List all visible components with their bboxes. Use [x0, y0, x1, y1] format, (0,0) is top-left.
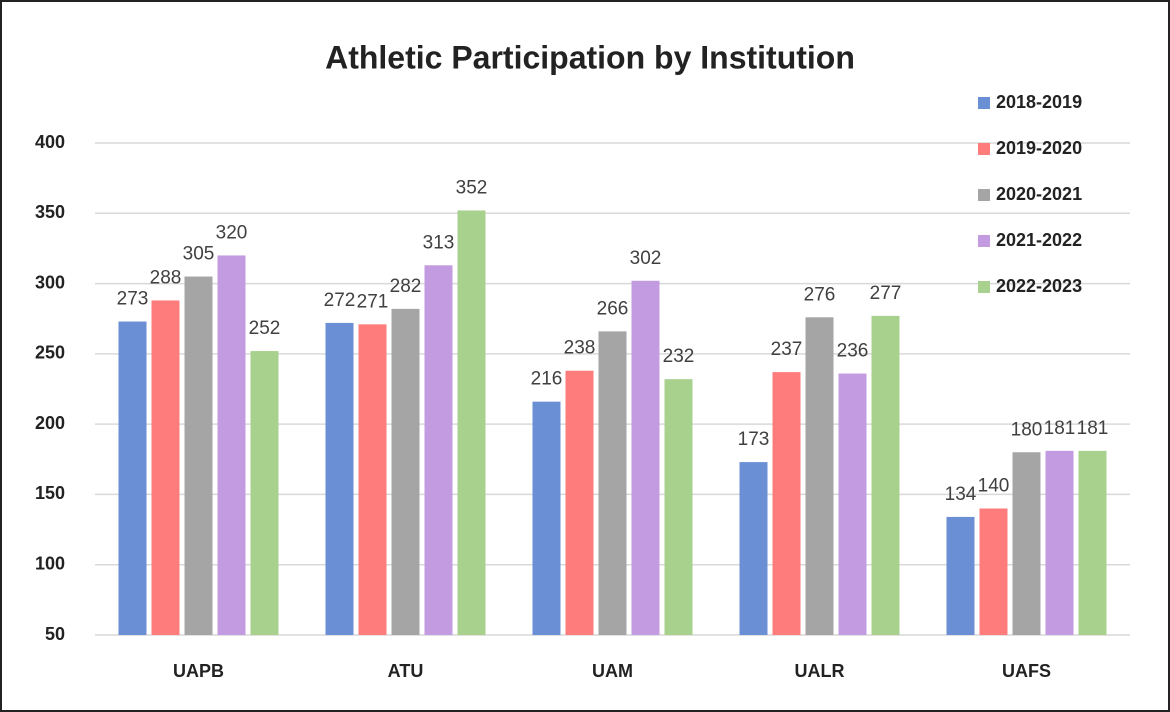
data-label: 277: [870, 283, 902, 304]
x-tick-label: UAPB: [173, 661, 224, 681]
data-label: 238: [564, 338, 596, 359]
legend-swatch: [978, 97, 990, 109]
x-tick-label: UAM: [592, 661, 633, 681]
legend-swatch: [978, 189, 990, 201]
bar: [631, 280, 660, 635]
bar: [217, 255, 246, 635]
legend-swatch: [978, 235, 990, 247]
bar: [358, 324, 387, 635]
y-tick-label: 400: [35, 132, 65, 152]
y-tick-label: 350: [35, 202, 65, 222]
bar: [1012, 452, 1041, 635]
data-label: 273: [117, 289, 149, 310]
bar: [1045, 450, 1074, 635]
y-tick-label: 200: [35, 413, 65, 433]
legend-label: 2022-2023: [996, 276, 1082, 296]
legend-label: 2019-2020: [996, 138, 1082, 158]
data-label: 252: [249, 318, 281, 339]
bar: [871, 315, 900, 635]
legend-label: 2021-2022: [996, 230, 1082, 250]
legend-swatch: [978, 143, 990, 155]
data-label: 288: [150, 267, 182, 288]
data-label: 352: [456, 177, 488, 198]
bar: [739, 462, 768, 635]
bar: [565, 370, 594, 635]
x-tick-label: UAFS: [1002, 661, 1051, 681]
bar: [598, 331, 627, 635]
data-label: 180: [1011, 419, 1043, 440]
bar: [979, 508, 1008, 635]
x-tick-label: UALR: [795, 661, 845, 681]
y-tick-label: 150: [35, 483, 65, 503]
legend-label: 2018-2019: [996, 92, 1082, 112]
data-label: 232: [663, 346, 695, 367]
bar: [457, 210, 486, 635]
data-label: 236: [837, 341, 869, 362]
data-label: 276: [804, 284, 836, 305]
y-tick-label: 250: [35, 343, 65, 363]
bar: [946, 516, 975, 635]
data-label: 302: [630, 248, 662, 269]
y-tick-label: 50: [45, 624, 65, 644]
y-tick-label: 300: [35, 272, 65, 292]
data-label: 181: [1044, 418, 1076, 439]
bar: [805, 317, 834, 635]
data-label: 237: [771, 339, 803, 360]
bar: [772, 372, 801, 635]
legend-label: 2020-2021: [996, 184, 1082, 204]
data-label: 134: [945, 484, 977, 505]
chart-title: Athletic Participation by Institution: [325, 39, 855, 75]
bar: [1078, 450, 1107, 635]
data-label: 216: [531, 369, 563, 390]
bar: [118, 321, 147, 635]
bar: [184, 276, 213, 635]
data-label: 140: [978, 476, 1010, 497]
data-label: 313: [423, 232, 455, 253]
data-label: 181: [1077, 418, 1109, 439]
data-label: 305: [183, 244, 215, 265]
bar: [325, 322, 354, 635]
bar: [151, 300, 180, 635]
data-label: 272: [324, 290, 356, 311]
y-tick-label: 100: [35, 553, 65, 573]
bar: [391, 308, 420, 635]
data-label: 271: [357, 291, 389, 312]
data-label: 282: [390, 276, 422, 297]
data-label: 173: [738, 429, 770, 450]
bar: [532, 401, 561, 635]
legend-swatch: [978, 281, 990, 293]
data-label: 266: [597, 298, 629, 319]
x-tick-label: ATU: [388, 661, 424, 681]
bar: [664, 379, 693, 635]
bar: [424, 265, 453, 635]
data-label: 320: [216, 222, 248, 243]
bar: [250, 351, 279, 635]
bar: [838, 373, 867, 635]
